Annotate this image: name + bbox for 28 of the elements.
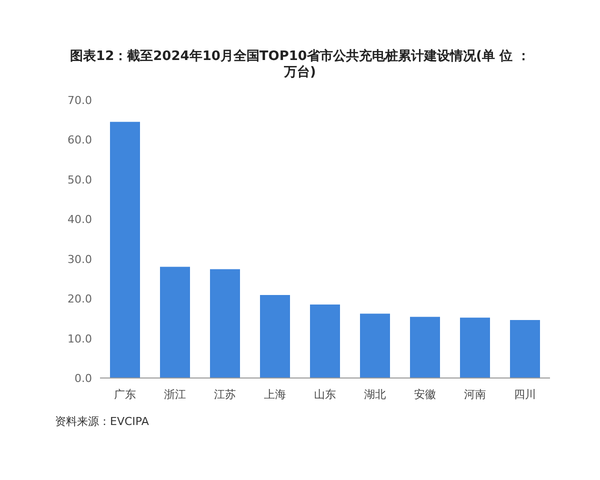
x-tick-label: 山东 xyxy=(314,388,336,401)
bar xyxy=(460,318,490,378)
x-tick-label: 广东 xyxy=(114,388,136,401)
x-tick-label: 四川 xyxy=(514,388,536,401)
bar xyxy=(310,304,340,378)
bar xyxy=(510,320,540,378)
x-tick-label: 湖北 xyxy=(364,388,386,401)
bar xyxy=(110,122,140,378)
y-tick-label: 70.0 xyxy=(68,94,92,107)
bar xyxy=(160,266,190,378)
x-tick-label: 上海 xyxy=(264,388,286,401)
text: 资料来源：EVCIPA xyxy=(55,415,150,428)
x-tick-label: 河南 xyxy=(464,388,486,401)
x-tick-label: 安徽 xyxy=(414,388,436,401)
x-tick-label: 江苏 xyxy=(214,388,236,401)
y-tick-label: 0.0 xyxy=(74,372,92,385)
y-tick-label: 10.0 xyxy=(68,332,92,346)
chart-title: 图表12：截至2024年10月全国TOP10省市公共充电桩累计建设情况(单 位 ：万台) xyxy=(70,48,530,80)
y-tick-label: 30.0 xyxy=(68,252,92,266)
bar xyxy=(360,314,390,378)
y-tick-label: 20.0 xyxy=(68,292,92,306)
x-tick-label: 浙江 xyxy=(164,388,186,401)
y-tick-label: 40.0 xyxy=(68,213,92,226)
bar xyxy=(210,269,240,378)
bar xyxy=(260,294,290,378)
bar xyxy=(410,316,440,378)
y-tick-label: 60.0 xyxy=(68,134,92,147)
y-tick-label: 50.0 xyxy=(68,173,92,186)
